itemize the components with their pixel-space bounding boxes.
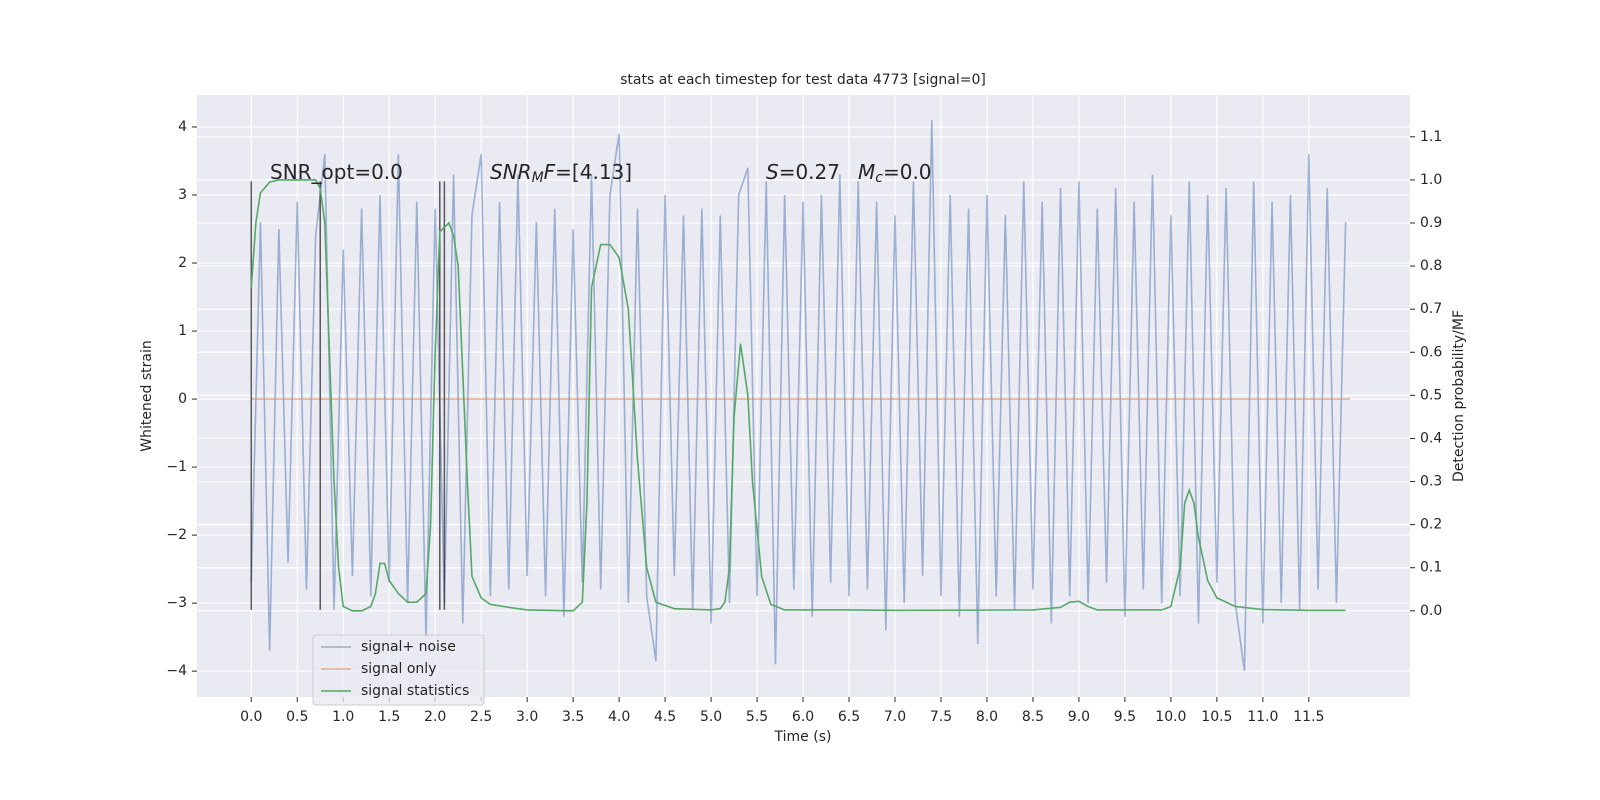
legend-label: signal statistics	[361, 683, 469, 699]
x-tick-label: 5.5	[746, 709, 768, 725]
y-tick-label: −2	[166, 527, 187, 543]
x-tick-label: 5.0	[700, 709, 722, 725]
annotation-part: F	[544, 160, 556, 184]
y2-tick-label: 0.0	[1420, 603, 1442, 619]
x-tick-label: 0.0	[240, 709, 262, 725]
annotation-part: =0.0	[883, 160, 932, 184]
y2-tick-label: 0.6	[1420, 344, 1442, 360]
annotation-part: M	[532, 170, 544, 186]
y2-axis-label: Detection probability/MF	[1451, 310, 1467, 482]
annotation: Mc=0.0	[858, 160, 932, 187]
series-line	[250, 179, 1346, 612]
y2-tick-label: 0.1	[1420, 560, 1442, 576]
y-tick-label: 0	[178, 391, 187, 407]
x-tick-label: 9.5	[1114, 709, 1136, 725]
y2-tick-label: 0.2	[1420, 517, 1442, 533]
x-tick-label: 2.0	[424, 709, 446, 725]
y2-tick-label: 0.8	[1420, 258, 1442, 274]
annotation-part: =0.27	[779, 160, 840, 184]
annotation: SNRMF=[4.13]	[490, 160, 632, 187]
y2-tick-label: 0.9	[1420, 215, 1442, 231]
x-tick-label: 10.0	[1155, 709, 1186, 725]
y-tick-label: 2	[178, 255, 187, 271]
annotation-part: c	[875, 170, 883, 186]
annotation-part: SNR	[490, 160, 532, 184]
y-tick-label: 4	[178, 119, 187, 135]
y-tick-label: 1	[178, 323, 187, 339]
x-tick-label: 2.5	[470, 709, 492, 725]
annotation-part: =[4.13]	[555, 160, 632, 184]
x-tick-label: 4.0	[608, 709, 630, 725]
x-tick-label: 4.5	[654, 709, 676, 725]
y-tick-label: −4	[166, 663, 187, 679]
y2-tick-label: 0.3	[1420, 474, 1442, 490]
x-tick-label: 3.5	[562, 709, 584, 725]
y-tick-label: −3	[166, 595, 187, 611]
x-tick-label: 6.0	[792, 709, 814, 725]
x-tick-label: 9.0	[1068, 709, 1090, 725]
y-tick-label: 3	[178, 187, 187, 203]
x-axis-label: Time (s)	[774, 729, 832, 745]
legend-label: signal only	[361, 661, 436, 677]
x-tick-label: 11.0	[1247, 709, 1278, 725]
x-tick-label: 3.0	[516, 709, 538, 725]
y-tick-label: −1	[166, 459, 187, 475]
y2-tick-label: 0.7	[1420, 301, 1442, 317]
annotation: SNR_opt=0.0	[270, 160, 403, 184]
x-tick-label: 6.5	[838, 709, 860, 725]
y2-tick-label: 0.5	[1420, 387, 1442, 403]
x-tick-label: 10.5	[1201, 709, 1232, 725]
x-tick-label: 1.5	[378, 709, 400, 725]
y2-tick-label: 1.1	[1420, 129, 1442, 145]
legend-label: signal+ noise	[361, 639, 456, 655]
x-tick-label: 11.5	[1293, 709, 1324, 725]
x-tick-label: 8.5	[1022, 709, 1044, 725]
y2-tick-label: 0.4	[1420, 430, 1442, 446]
annotation-part: M	[858, 160, 875, 184]
x-tick-label: 8.0	[976, 709, 998, 725]
y-axis-label: Whitened strain	[139, 340, 155, 451]
annotation-part: S	[766, 160, 779, 184]
legend-box	[312, 634, 485, 706]
x-tick-label: 1.0	[332, 709, 354, 725]
chart-title: stats at each timestep for test data 477…	[620, 72, 986, 88]
annotation-part: SNR_opt=0.0	[270, 160, 403, 184]
x-tick-label: 0.5	[286, 709, 308, 725]
series-line	[250, 120, 1347, 672]
annotation: S=0.27	[766, 160, 840, 184]
x-tick-label: 7.5	[930, 709, 952, 725]
x-tick-label: 7.0	[884, 709, 906, 725]
y2-tick-label: 1.0	[1420, 172, 1442, 188]
